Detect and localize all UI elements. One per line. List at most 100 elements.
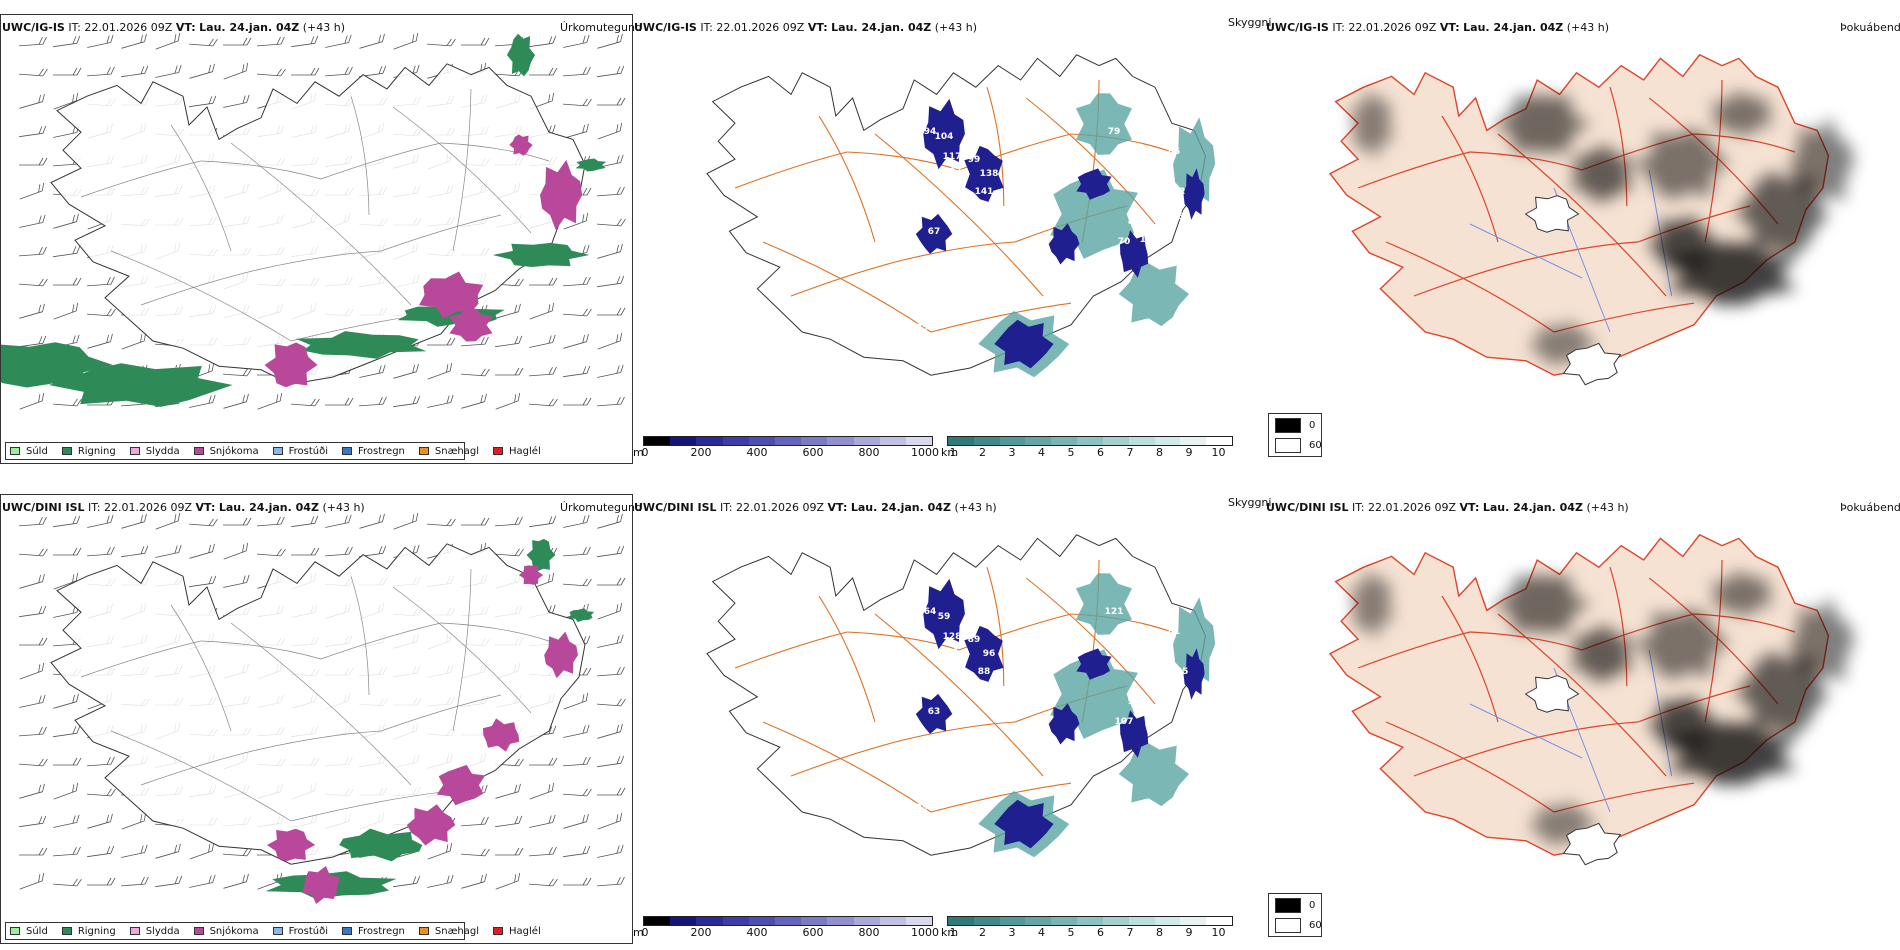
- snow-area: [406, 804, 456, 846]
- wind-barb-flag: [42, 157, 48, 166]
- wind-barb: [597, 97, 626, 106]
- wind-barb-flag: [174, 514, 177, 523]
- legend-item: Haglél: [493, 926, 541, 937]
- wind-barb-flag: [212, 38, 218, 47]
- wind-barb-flag: [314, 515, 319, 524]
- wind-barb: [529, 757, 558, 766]
- cloudbase-value-label: 128: [943, 632, 962, 642]
- wind-barb-shaft: [19, 553, 43, 557]
- wind-barb: [563, 397, 592, 406]
- wind-barb: [563, 546, 591, 557]
- wind-barb-flag: [412, 514, 415, 523]
- wind-barb-flag: [72, 574, 75, 583]
- wind-barb-flag: [484, 336, 489, 345]
- wind-barb-shaft: [495, 822, 519, 828]
- wind-barb-flag: [382, 33, 385, 42]
- wind-barb-flag: [140, 334, 143, 343]
- wind-barb-flag: [514, 517, 519, 525]
- wind-barb-shaft: [19, 43, 43, 47]
- wind-barb: [121, 844, 148, 858]
- wind-barb-flag: [586, 877, 592, 886]
- vt-value: Lau. 24.jan. 04Z: [831, 21, 932, 34]
- wind-barb: [189, 63, 215, 79]
- cloudbase-panel-row1: 61 57 35 25 67 75 70 64 93 141 138 117 99 102 104 94 103…: [634, 14, 1270, 464]
- wind-barb-shaft: [87, 42, 111, 48]
- header-cloudcover-row1: UWC/IG-IS IT: 22.01.2026 09Z VT: Lau. 24…: [1266, 21, 1609, 34]
- wind-barb: [155, 843, 181, 859]
- wind-barb-flag: [586, 308, 592, 317]
- wind-barb-flag: [72, 335, 76, 344]
- wind-barb-flag: [42, 214, 46, 223]
- wind-barb-shaft: [597, 223, 621, 227]
- wind-barb: [53, 846, 81, 857]
- colorbar-tick-label: 6: [1097, 446, 1104, 459]
- it-value: 22.01.2026 09Z: [716, 21, 805, 34]
- road-line: [140, 748, 262, 786]
- wind-barb-flag: [552, 814, 556, 823]
- road-line: [1025, 97, 1156, 225]
- wind-barb-flag: [480, 817, 485, 825]
- wind-barb-flag: [616, 334, 619, 343]
- glacier-outline: [1562, 822, 1622, 866]
- wind-barb-shaft: [495, 553, 519, 557]
- wind-barb: [597, 33, 623, 49]
- wind-barb: [19, 125, 47, 138]
- wind-barb-shaft: [563, 341, 587, 349]
- wind-barb-shaft: [597, 41, 621, 49]
- wind-barb-flag: [72, 847, 77, 855]
- wind-barb-shaft: [19, 253, 43, 257]
- wind-barb-shaft: [359, 521, 383, 529]
- wind-barb-flag: [38, 215, 42, 224]
- wind-barb-shaft: [19, 523, 43, 527]
- wind-barb-flag: [480, 368, 486, 376]
- model-name: UWC/IG-IS: [2, 21, 65, 34]
- wind-barb-flag: [144, 33, 147, 42]
- road-line: [790, 739, 904, 777]
- cloudbase-value-label: 75: [1148, 677, 1161, 687]
- wind-barb: [427, 337, 456, 346]
- wind-barb-flag: [616, 276, 621, 285]
- colorbar-tick-label: 6: [1097, 926, 1104, 939]
- wind-barb-shaft: [529, 42, 553, 48]
- wind-barb-flag: [76, 398, 82, 407]
- wind-barb-flag: [42, 815, 47, 824]
- wind-barb-flag: [246, 848, 252, 857]
- wind-barb-flag: [76, 757, 82, 766]
- wind-barb: [53, 547, 82, 556]
- wind-barb-flag: [72, 726, 77, 735]
- legend-swatch: [272, 927, 283, 935]
- wind-barb-flag: [242, 95, 246, 104]
- wind-barb-flag: [276, 37, 281, 45]
- wind-barb-shaft: [257, 880, 281, 890]
- wind-barb: [597, 602, 623, 620]
- wind-barb-shaft: [19, 670, 43, 680]
- wind-barb-flag: [72, 547, 78, 556]
- wind-barb-shaft: [19, 702, 43, 708]
- wind-barb-flag: [484, 873, 487, 882]
- wind-barb: [529, 67, 558, 76]
- wind-barb: [19, 815, 47, 828]
- cloudbase-value-label: 72: [946, 687, 959, 697]
- wind-barb-flag: [552, 757, 558, 766]
- wind-barb-flag: [586, 514, 590, 523]
- wind-barb-flag: [484, 393, 487, 402]
- wind-barb-flag: [382, 396, 387, 405]
- vt-label: VT:: [827, 501, 848, 514]
- wind-barb-flag: [178, 875, 183, 884]
- snow-area: [509, 134, 533, 156]
- wind-barb-flag: [110, 546, 115, 555]
- wind-barb: [529, 277, 558, 286]
- cloudbase-value-label: 103: [1095, 257, 1114, 267]
- wind-barb-flag: [416, 64, 420, 73]
- fog-area: [1634, 127, 1730, 200]
- wind-barb-flag: [446, 337, 452, 346]
- colorbar-tick-label: 2: [979, 926, 986, 939]
- road-line: [1413, 739, 1527, 777]
- wind-barb-flag: [72, 784, 75, 793]
- road-line: [1025, 577, 1156, 705]
- wind-barb-flag: [620, 666, 625, 675]
- road-line: [1469, 631, 1583, 651]
- wind-barb: [155, 512, 181, 530]
- wind-barb-flag: [110, 756, 115, 765]
- wind-barb-flag: [208, 395, 212, 404]
